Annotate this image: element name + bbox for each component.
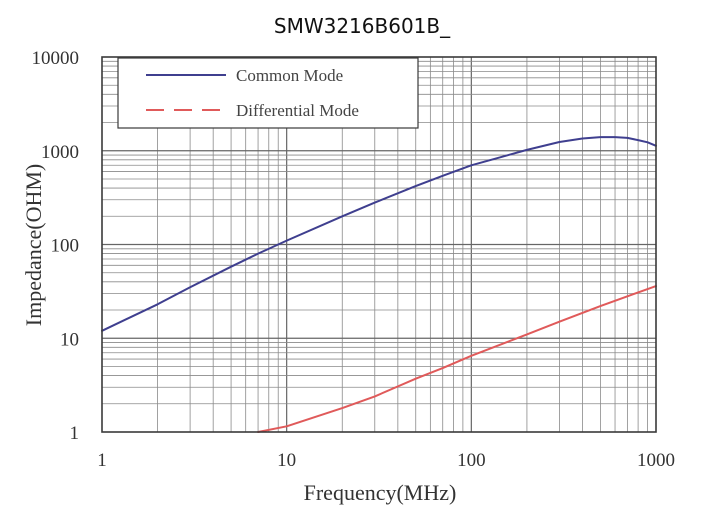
- legend-label-common-mode: Common Mode: [236, 66, 343, 85]
- y-tick-label: 10000: [32, 48, 80, 69]
- series-line-common-mode: [101, 136, 657, 332]
- y-tick-label: 1000: [41, 142, 79, 163]
- y-axis-label: Impedance(OHM): [21, 164, 46, 327]
- y-tick-label: 100: [51, 236, 80, 257]
- legend: Common Mode Differential Mode: [117, 57, 419, 129]
- series-layer: [101, 136, 657, 433]
- y-tick-label: 10: [60, 329, 79, 350]
- x-tick-label: 1: [97, 450, 107, 471]
- x-axis-label: Frequency(MHz): [304, 480, 457, 505]
- x-tick-label: 100: [457, 450, 486, 471]
- x-tick-label: 10: [277, 450, 296, 471]
- y-tick-label: 1: [70, 423, 80, 444]
- y-tick-labels: 1 10 100 1000 10000: [32, 48, 80, 444]
- plot-frame: [101, 56, 657, 433]
- chart-title: SMW3216B601B_: [274, 14, 451, 38]
- series-line-differential-mode: [257, 285, 657, 433]
- legend-label-differential-mode: Differential Mode: [236, 101, 359, 120]
- x-tick-labels: 1 10 100 1000: [97, 450, 675, 471]
- legend-box: [117, 57, 419, 129]
- x-tick-label: 1000: [637, 450, 675, 471]
